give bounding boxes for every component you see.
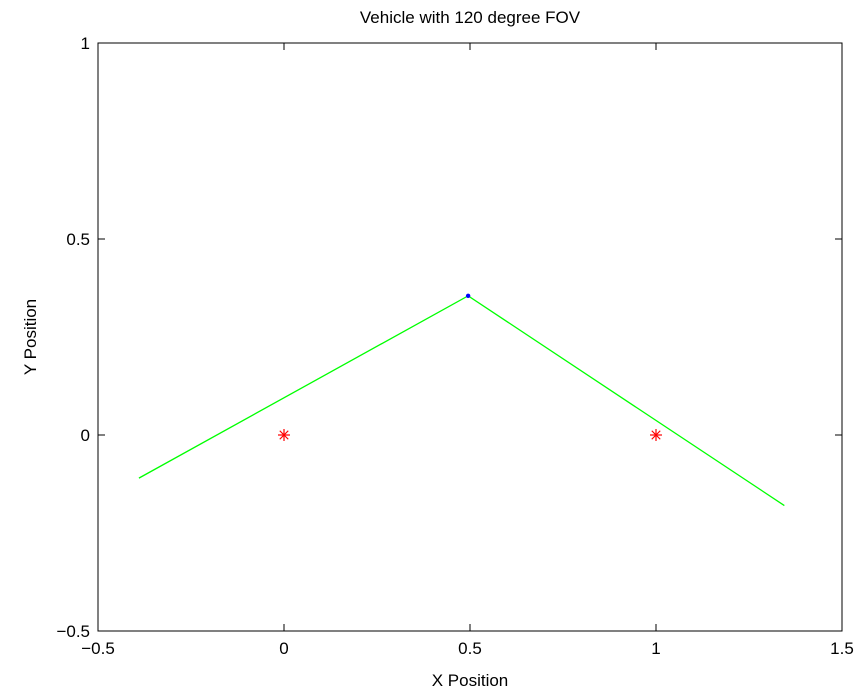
y-axis-label: Y Position <box>21 299 40 375</box>
series-layer <box>138 293 785 507</box>
landmark-asterisk-marker <box>278 429 290 441</box>
plot-area <box>98 43 842 631</box>
x-tick-label: 0.5 <box>458 639 482 658</box>
tick-layer: −0.5 0 0.5 1 1.5 −0.5 0 0.5 1 <box>56 34 853 658</box>
x-tick-label: 1 <box>651 639 660 658</box>
y-tick-label: 0.5 <box>66 230 90 249</box>
x-tick-label: 0 <box>279 639 288 658</box>
landmark-asterisk-marker <box>650 429 662 441</box>
x-tick-label: 1.5 <box>830 639 854 658</box>
y-tick-label: 0 <box>81 426 90 445</box>
chart-title: Vehicle with 120 degree FOV <box>360 8 581 27</box>
y-tick-label: −0.5 <box>56 622 90 641</box>
x-tick-label: −0.5 <box>81 639 115 658</box>
x-axis-label: X Position <box>432 671 509 690</box>
vehicle-position-marker <box>465 293 471 299</box>
asterisk-stroke <box>279 430 289 440</box>
asterisk-stroke <box>651 430 661 440</box>
y-tick-label: 1 <box>81 34 90 53</box>
